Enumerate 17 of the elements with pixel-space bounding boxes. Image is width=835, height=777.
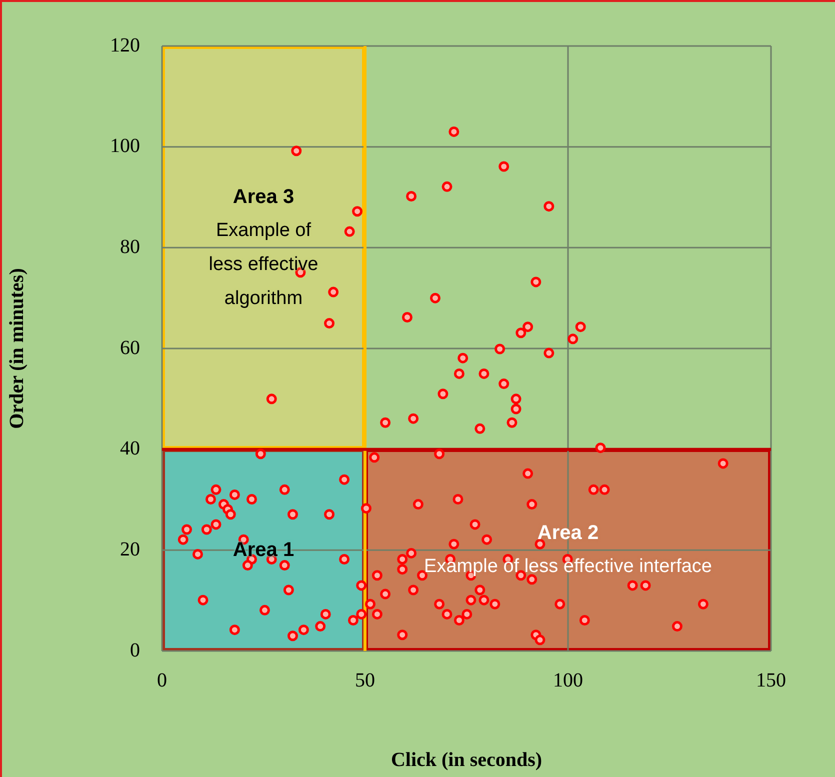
- x-tick-label: 150: [756, 669, 786, 692]
- annotation: Area 1: [232, 538, 294, 564]
- annotation: Area 3: [232, 184, 294, 210]
- y-tick-label: 0: [130, 639, 140, 662]
- x-tick-label: 50: [355, 669, 375, 692]
- x-axis-title: Click (in seconds): [390, 749, 542, 772]
- y-tick-label: 20: [120, 538, 140, 560]
- x-tick-label: 100: [553, 669, 583, 692]
- y-tick-label: 120: [110, 34, 140, 56]
- x-tick-label: 0: [157, 669, 167, 692]
- y-tick-label: 100: [110, 135, 140, 158]
- y-tick-label: 60: [120, 336, 140, 359]
- annotation: Area 2: [537, 521, 599, 546]
- annotation: Example of less effective algorithm: [208, 218, 320, 311]
- y-tick-label: 80: [120, 236, 140, 258]
- y-axis-title: Order (in minutes): [6, 268, 28, 429]
- y-tick-label: 40: [120, 438, 140, 460]
